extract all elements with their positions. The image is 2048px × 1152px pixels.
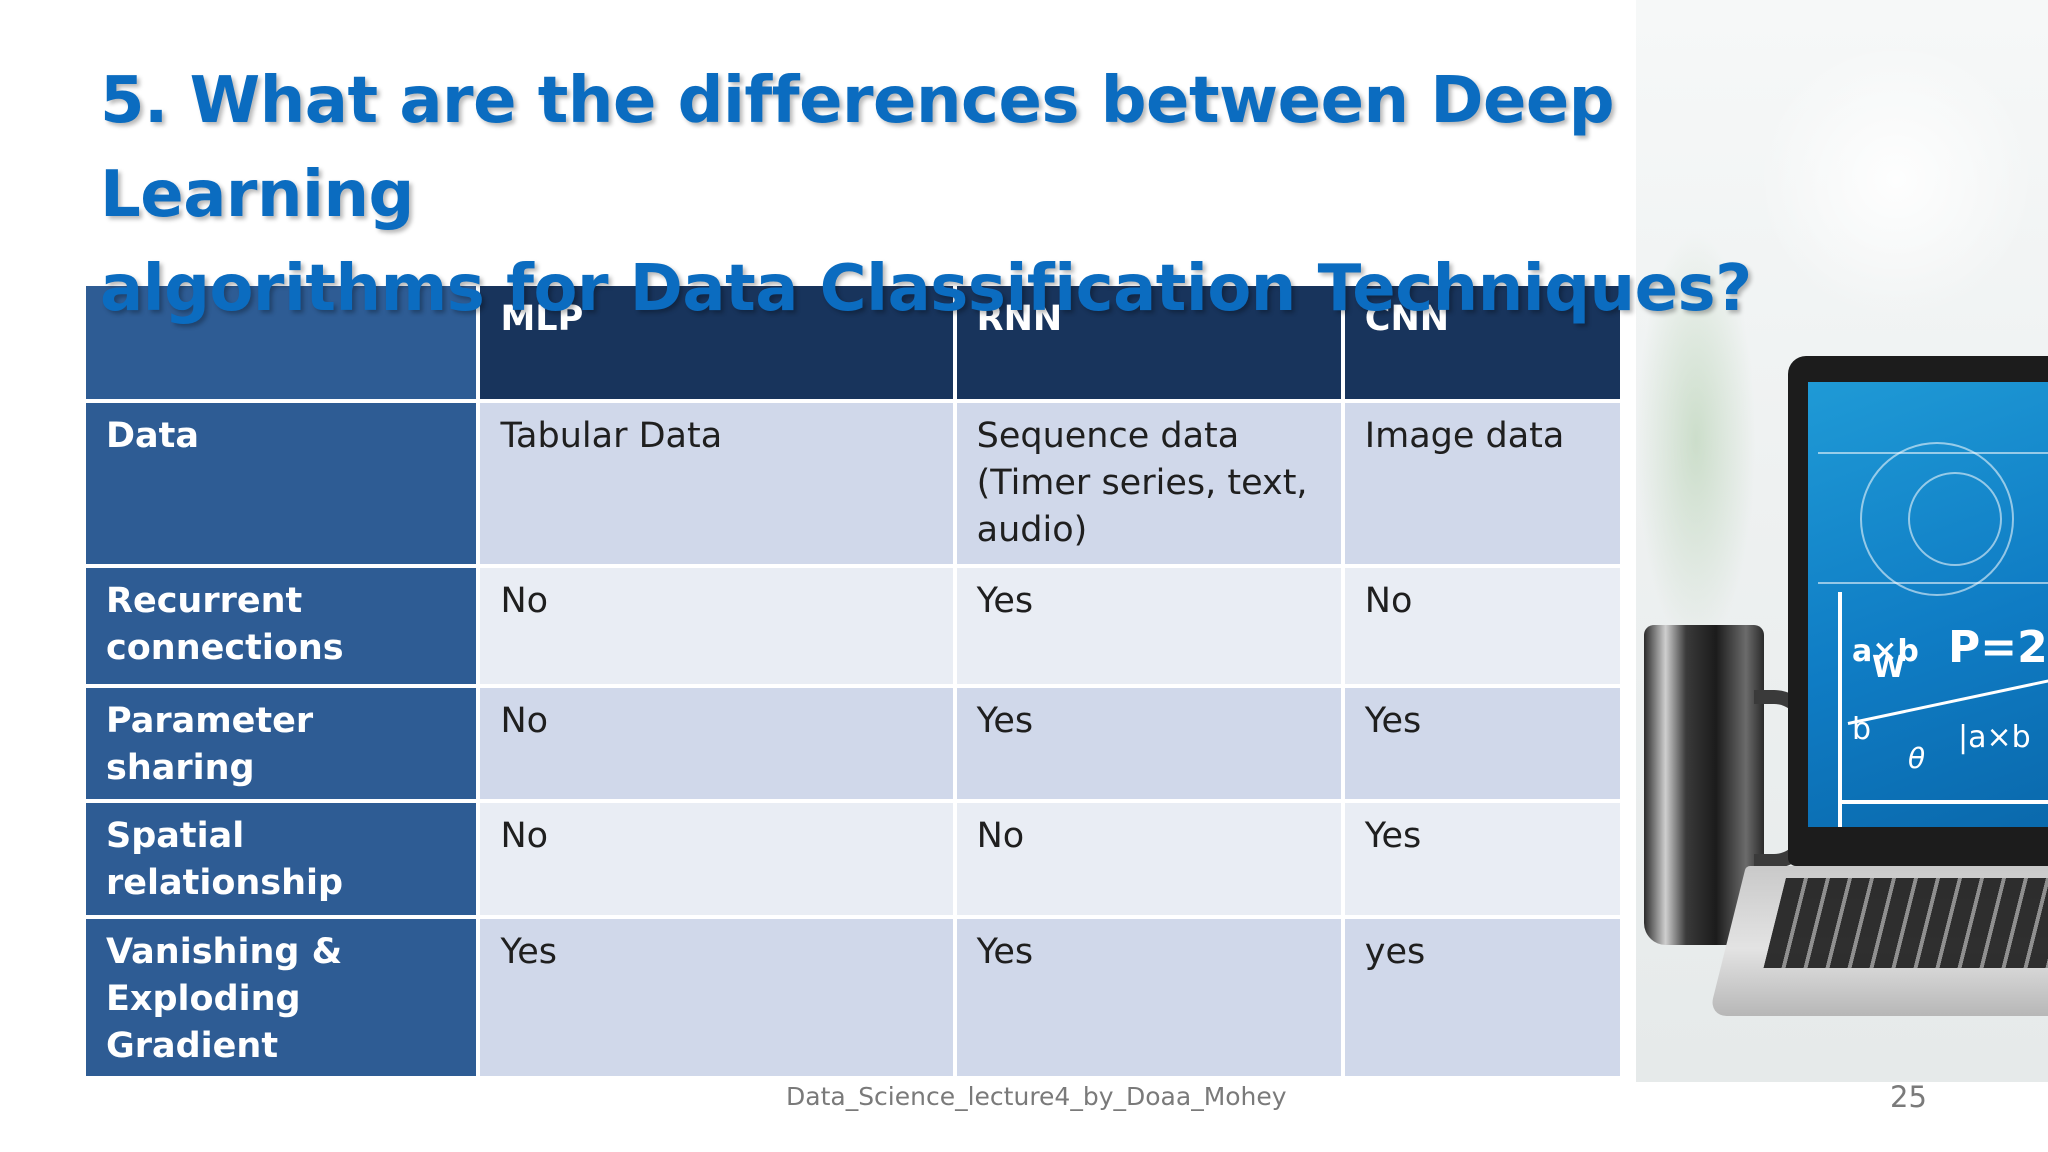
- screen-formula: θ: [1908, 742, 1926, 775]
- screen-grid-line: [1818, 582, 2048, 584]
- screen-formula: b: [1852, 712, 1872, 747]
- column-header-rnn: RNN: [956, 286, 1341, 399]
- table-cell-mlp: Yes: [480, 919, 953, 1076]
- table-cell-rnn: Yes: [956, 919, 1341, 1076]
- row-header-spatial-relationship: Spatial relationship: [86, 803, 477, 915]
- table-row: Vanishing & Exploding Gradient Yes Yes y…: [86, 919, 1620, 1076]
- table-cell-cnn: Yes: [1344, 688, 1620, 799]
- screen-formula: W: [1872, 650, 1906, 685]
- screen-formula: a×b: [1852, 634, 1919, 669]
- table-cell-mlp: Tabular Data: [480, 403, 953, 564]
- comparison-table: MLP RNN CNN Data Tabular Data Sequence d…: [82, 282, 1624, 1080]
- slide-footer: Data_Science_lecture4_by_Doaa_Mohey: [786, 1082, 1287, 1111]
- table-corner-cell: [86, 286, 477, 399]
- screen-grid-line: [1818, 452, 2048, 454]
- table-cell-mlp: No: [480, 688, 953, 799]
- screen-axis-vertical: [1838, 592, 1842, 827]
- screen-axis-horizontal: [1838, 800, 2048, 804]
- screen-circle-diagram-inner: [1908, 472, 2002, 566]
- screen-circle-diagram: [1860, 442, 2014, 596]
- column-header-cnn: CNN: [1344, 286, 1620, 399]
- laptop-keyboard: [1763, 878, 2048, 968]
- table-row: Recurrent connections No Yes No: [86, 568, 1620, 684]
- table-header-row: MLP RNN CNN: [86, 286, 1620, 399]
- table-cell-rnn: Yes: [956, 688, 1341, 799]
- table-row: Data Tabular Data Sequence data (Timer s…: [86, 403, 1620, 564]
- background-window-glow: [1756, 40, 2036, 320]
- table-row: Spatial relationship No No Yes: [86, 803, 1620, 915]
- row-header-vanishing-exploding-gradient: Vanishing & Exploding Gradient: [86, 919, 477, 1076]
- table-cell-rnn: Yes: [956, 568, 1341, 684]
- table-row: Parameter sharing No Yes Yes: [86, 688, 1620, 799]
- table-cell-cnn: Image data: [1344, 403, 1620, 564]
- table-cell-rnn: Sequence data (Timer series, text, audio…: [956, 403, 1341, 564]
- row-header-data: Data: [86, 403, 477, 564]
- table-cell-mlp: No: [480, 568, 953, 684]
- slide-title-line-2: algorithms for Data Classification Techn…: [100, 252, 1752, 326]
- slide-number: 25: [1890, 1080, 1927, 1114]
- column-header-mlp: MLP: [480, 286, 953, 399]
- laptop-photo: P=2 a×b W |a×b θ b: [1636, 0, 2048, 1082]
- table-cell-cnn: Yes: [1344, 803, 1620, 915]
- slide-title-line-1: 5. What are the differences between Deep…: [100, 64, 1615, 232]
- table-cell-cnn: No: [1344, 568, 1620, 684]
- table-cell-rnn: No: [956, 803, 1341, 915]
- row-header-parameter-sharing: Parameter sharing: [86, 688, 477, 799]
- table-cell-mlp: No: [480, 803, 953, 915]
- slide-title: 5. What are the differences between Deep…: [100, 54, 1820, 336]
- screen-formula: |a×b: [1958, 720, 2031, 755]
- screen-formula: P=2: [1948, 622, 2048, 673]
- table-cell-cnn: yes: [1344, 919, 1620, 1076]
- background-plant-blur: [1636, 230, 1756, 650]
- laptop-screen: P=2 a×b W |a×b θ b: [1808, 382, 2048, 827]
- row-header-recurrent-connections: Recurrent connections: [86, 568, 477, 684]
